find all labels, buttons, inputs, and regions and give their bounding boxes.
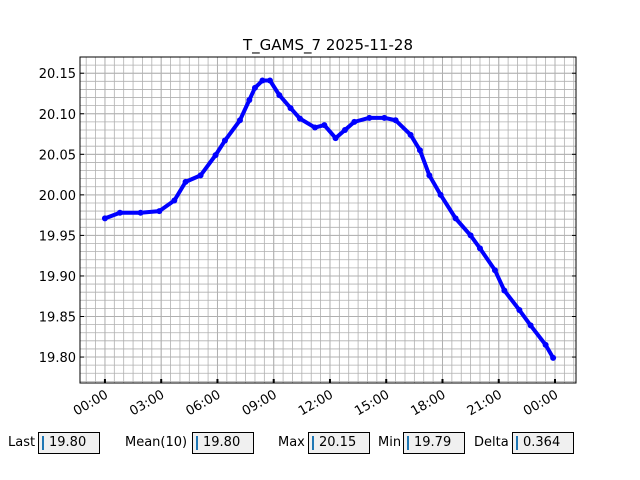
y-tick-label: 19.85 bbox=[39, 311, 76, 326]
x-tick-label: 09:00 bbox=[240, 387, 280, 419]
data-point bbox=[266, 77, 273, 84]
data-point bbox=[407, 131, 414, 138]
data-point bbox=[452, 215, 459, 222]
data-point bbox=[381, 114, 388, 121]
control-value-box[interactable]: 19.80 bbox=[192, 432, 254, 454]
data-point bbox=[416, 147, 423, 154]
data-point bbox=[321, 122, 328, 129]
y-tick-label: 19.90 bbox=[39, 270, 76, 285]
x-tick-label: 15:00 bbox=[352, 387, 392, 419]
data-point bbox=[392, 117, 399, 124]
x-tick-label: 12:00 bbox=[296, 387, 336, 419]
x-tick-label: 00:00 bbox=[71, 387, 111, 419]
y-tick-label: 20.10 bbox=[39, 108, 76, 123]
data-point bbox=[491, 267, 498, 274]
control-value-box[interactable]: 19.80 bbox=[38, 432, 100, 454]
data-point bbox=[287, 105, 294, 112]
y-tick-label: 19.80 bbox=[39, 351, 76, 366]
control-value-box[interactable]: 0.364 bbox=[512, 432, 574, 454]
data-point bbox=[116, 209, 123, 216]
control-label: Min bbox=[378, 435, 402, 450]
x-tick-label: 18:00 bbox=[409, 387, 449, 419]
control-label: Last bbox=[8, 435, 36, 450]
data-point bbox=[276, 92, 283, 99]
y-tick-label: 20.15 bbox=[39, 67, 76, 82]
data-point bbox=[351, 118, 358, 125]
data-point bbox=[296, 115, 303, 122]
data-point bbox=[259, 77, 266, 84]
data-point bbox=[197, 172, 204, 179]
data-point bbox=[236, 117, 243, 124]
data-point bbox=[221, 137, 228, 144]
data-point bbox=[156, 208, 163, 215]
data-point bbox=[527, 322, 534, 329]
data-point bbox=[426, 172, 433, 179]
data-point bbox=[171, 197, 178, 204]
chart-title: T_GAMS_7 2025-11-28 bbox=[242, 36, 413, 55]
data-point bbox=[251, 84, 258, 91]
control-label: Max bbox=[278, 435, 305, 450]
data-point bbox=[516, 307, 523, 314]
data-point bbox=[341, 126, 348, 133]
data-point bbox=[246, 96, 253, 103]
control-label: Delta bbox=[474, 435, 509, 450]
control-value-box[interactable]: 20.15 bbox=[308, 432, 370, 454]
data-point bbox=[101, 215, 108, 222]
data-point bbox=[501, 287, 508, 294]
control-label: Mean(10) bbox=[125, 435, 188, 450]
data-point bbox=[212, 152, 219, 159]
x-tick-label: 06:00 bbox=[184, 387, 224, 419]
data-point bbox=[467, 232, 474, 239]
y-tick-label: 20.05 bbox=[39, 148, 76, 163]
x-tick-label: 00:00 bbox=[521, 387, 561, 419]
data-point bbox=[311, 124, 318, 131]
data-point bbox=[550, 354, 557, 361]
y-tick-label: 20.00 bbox=[39, 189, 76, 204]
data-point bbox=[437, 191, 444, 198]
y-tick-label: 19.95 bbox=[39, 229, 76, 244]
data-point bbox=[476, 245, 483, 252]
x-tick-label: 03:00 bbox=[127, 387, 167, 419]
chart: T_GAMS_7 2025-11-28 19.80 19.85 19.90 19.95… bbox=[39, 36, 577, 419]
data-point bbox=[332, 135, 339, 142]
control-value-box[interactable]: 19.79 bbox=[403, 432, 465, 454]
data-point bbox=[182, 178, 189, 185]
data-point bbox=[137, 209, 144, 216]
data-point bbox=[366, 114, 373, 121]
plot-frame bbox=[79, 56, 577, 384]
data-point bbox=[542, 341, 549, 348]
x-tick-label: 21:00 bbox=[465, 387, 505, 419]
